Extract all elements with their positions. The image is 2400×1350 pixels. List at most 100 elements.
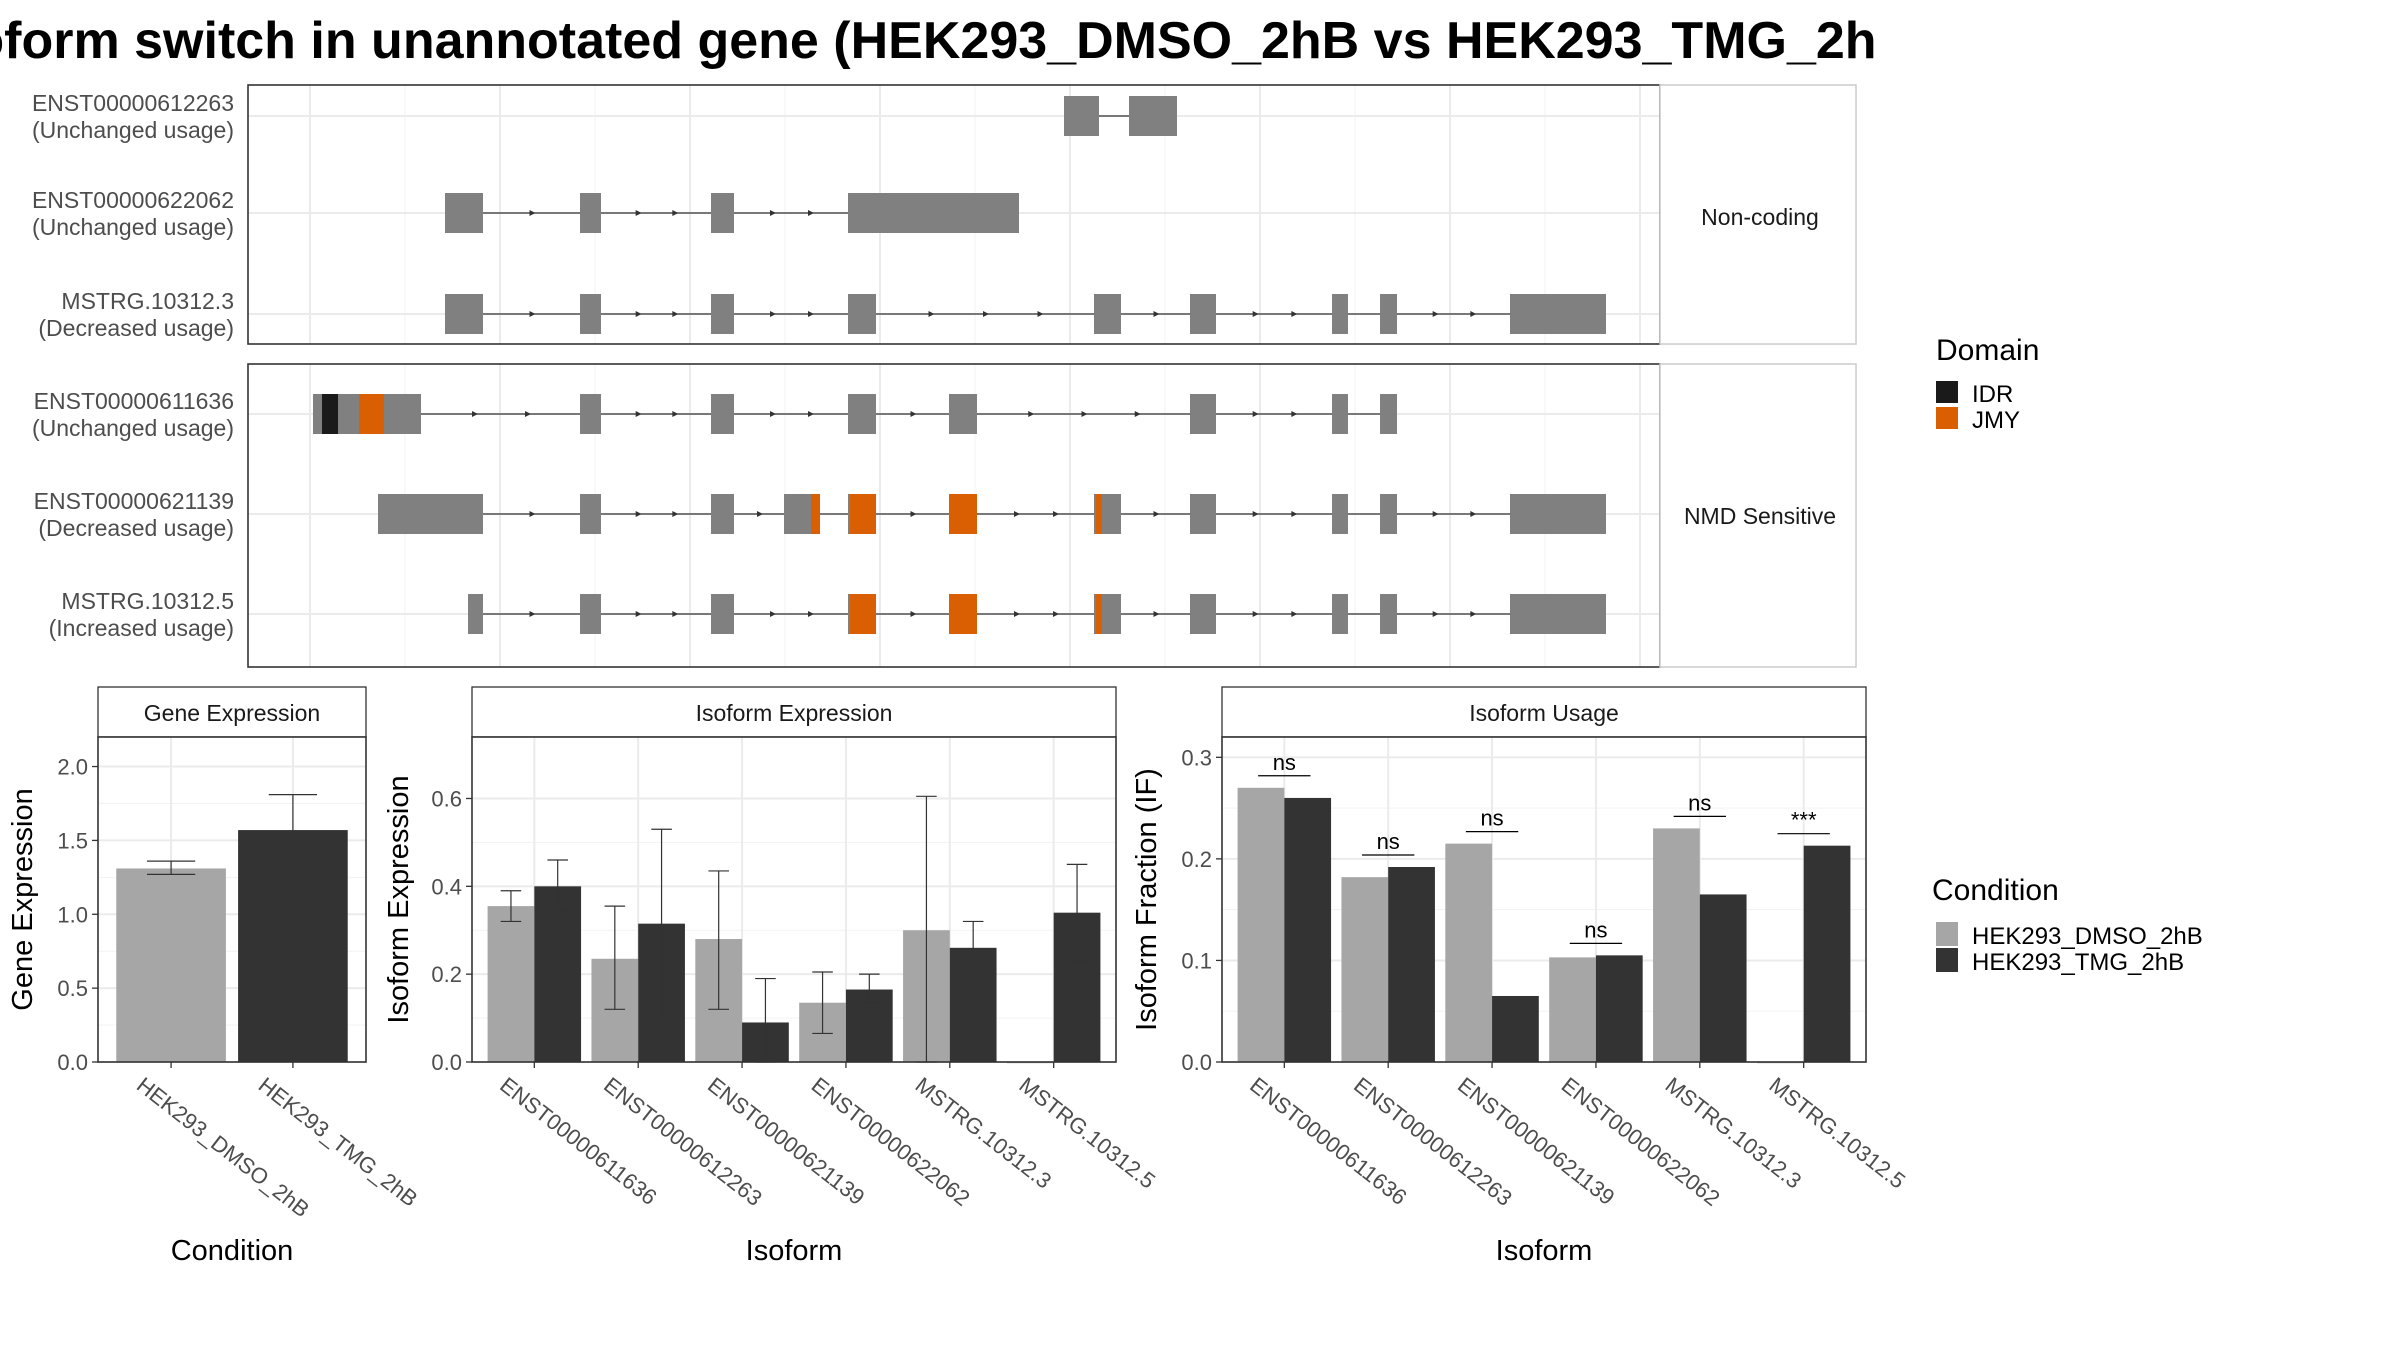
intron-arrow [808,411,814,417]
intron-arrow [910,411,917,417]
significance-label: *** [1791,808,1817,833]
condition-legend: Condition HEK293_DMSO_2hB HEK293_TMG_2hB [1932,874,2203,976]
y-tick-label: 0.1 [1181,948,1212,973]
isoform-usage-status: (Increased usage) [49,615,234,641]
intron-arrow [1470,611,1477,617]
bar [1595,955,1643,1062]
intron-arrow [672,210,679,216]
isoform-name: ENST00000612263 [32,90,234,116]
condition-legend-title: Condition [1932,874,2059,907]
y-tick-label: 0.2 [431,962,462,987]
legend-label-dmso: HEK293_DMSO_2hB [1972,923,2203,950]
bar [238,830,348,1062]
legend-label-idr: IDR [1972,381,2013,408]
exon [445,193,483,233]
exon [580,193,601,233]
legend-key-jmy [1936,407,1958,429]
exon [445,294,483,334]
exon [711,594,734,634]
y-tick-label: 0.0 [57,1050,88,1075]
intron-arrow [770,210,776,216]
panel-strip-label: Isoform Expression [696,700,893,726]
y-tick-label: 0.3 [1181,745,1212,770]
exon [1380,594,1397,634]
y-tick-label: 0.4 [431,874,462,899]
x-axis-title: Isoform [1496,1235,1593,1267]
intron-arrow [770,411,776,417]
y-tick-label: 0.5 [57,976,88,1001]
bar [1284,797,1332,1062]
intron-arrow [1081,411,1088,417]
exon [1190,594,1216,634]
intron-arrow [770,611,776,617]
exon [848,294,876,334]
y-tick-label: 0.0 [1181,1050,1212,1075]
domain-legend-title: Domain [1936,334,2039,367]
intron-arrow [1252,311,1259,317]
strip-label-nmd: NMD Sensitive [1684,503,1836,529]
isoform-usage-status: (Decreased usage) [38,315,234,341]
intron-arrow [635,210,642,216]
intron-arrow [910,611,917,617]
exon [949,394,977,434]
intron-arrow [983,311,989,317]
isoform-usage-status: (Unchanged usage) [32,214,234,240]
intron-arrow [1432,311,1439,317]
exon [1332,494,1348,534]
intron-arrow [1037,311,1044,317]
domain-jmy [850,494,876,534]
intron-arrow [672,511,679,517]
intron-arrow [529,611,536,617]
exon [580,494,601,534]
exon [711,193,734,233]
exon [1190,294,1216,334]
bar [1388,867,1435,1062]
intron-arrow [1291,511,1298,517]
exon [1332,594,1348,634]
panel-border [1221,736,1867,1063]
exon [1064,96,1099,136]
isoform-name: ENST00000611636 [34,388,234,414]
exon [1129,96,1177,136]
intron-arrow [1252,411,1259,417]
intron-arrow [910,511,917,517]
intron-arrow [1053,511,1059,517]
legend-key-idr [1936,381,1958,403]
significance-label: ns [1480,806,1503,831]
intron-arrow [1028,411,1035,417]
isoform-usage-panel: Isoform Usagensnsnsnsns***0.00.10.20.3EN… [1131,686,1910,1267]
exon [580,294,601,334]
isoform-structure-panel: Non-coding NMD Sensitive ENST00000612263… [32,84,1857,668]
domain-jmy [949,494,977,534]
isoform-name: ENST00000622062 [32,187,234,213]
legend-label-tmg: HEK293_TMG_2hB [1972,949,2184,976]
intron-arrow [1153,311,1160,317]
panel-strip [471,686,1117,738]
strip-label-noncoding: Non-coding [1701,204,1819,230]
legend-label-jmy: JMY [1972,407,2020,434]
intron-arrow [928,311,935,317]
isoform-usage-status: (Unchanged usage) [32,117,234,143]
bar [1653,828,1700,1062]
x-axis-title: Isoform [746,1235,843,1267]
intron-arrow [635,511,642,517]
exon [1510,494,1606,534]
exon [580,594,601,634]
exon [1190,394,1216,434]
bar [1492,995,1539,1062]
panel-strip [1221,686,1867,738]
intron-arrow [1014,511,1020,517]
y-axis-title: Gene Expression [7,788,39,1010]
domain-jmy [1096,594,1102,634]
isoform-expression-panel: Isoform Expression0.00.20.40.6ENST000006… [383,686,1160,1267]
domain-jmy [949,594,977,634]
exon [1380,294,1397,334]
structure-isoforms-noncoding [445,96,1606,334]
panel-strip-label: Isoform Usage [1469,700,1619,726]
panel-strip-label: Gene Expression [144,700,320,726]
isoform-usage-status: (Decreased usage) [38,515,234,541]
intron-arrow [1432,511,1439,517]
isoform-name: MSTRG.10312.3 [61,288,234,314]
exon [1380,394,1397,434]
